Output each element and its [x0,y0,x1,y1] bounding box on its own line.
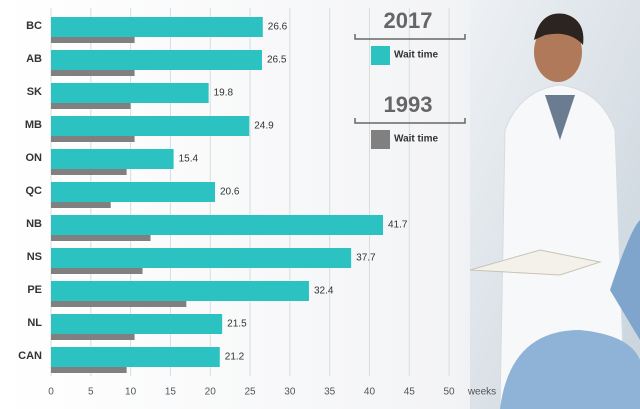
bar [51,136,135,142]
value-label: 37.7 [356,253,376,264]
y-tick-label: SK [27,86,42,98]
legend-label: Wait time [394,134,439,145]
bar [51,334,135,340]
bar [51,116,250,136]
bar [51,37,135,43]
x-axis-label: weeks [467,387,496,398]
value-label: 26.5 [267,55,287,66]
y-tick-label: ON [26,152,43,164]
legend-title: 1993 [384,92,433,117]
bar [51,182,216,202]
bar [51,367,127,373]
value-label: 21.5 [227,319,247,330]
x-tick-label: 0 [48,387,54,398]
bar [51,50,262,70]
bar [51,268,143,274]
bar [51,314,223,334]
bar [51,235,151,241]
bar [51,149,174,169]
value-label: 21.2 [225,352,245,363]
legend-bracket [354,118,466,124]
value-label: 20.6 [220,187,240,198]
x-tick-label: 45 [404,387,416,398]
x-tick-label: 10 [125,387,137,398]
y-tick-label: NS [27,251,42,263]
bar [51,103,131,109]
bar [51,202,111,208]
bar [51,248,352,268]
value-label: 15.4 [179,154,199,165]
value-label: 32.4 [314,286,334,297]
legend-label: Wait time [394,50,439,61]
y-tick-label: QC [26,185,43,197]
legend: 2017 Wait time 1993 Wait time [354,8,466,149]
x-tick-label: 50 [444,387,456,398]
y-tick-label: NL [27,317,42,329]
y-tick-label: NB [26,218,42,230]
x-tick-label: 35 [324,387,336,398]
x-tick-label: 30 [284,387,296,398]
x-tick-label: 25 [244,387,256,398]
value-label: 26.6 [268,22,288,33]
y-tick-label: AB [26,53,42,65]
x-tick-label: 5 [88,387,94,398]
x-tick-label: 20 [205,387,217,398]
bar [51,70,135,76]
plot-area: 0 5 10 15 20 25 30 35 40 45 50 weeks BC 26.6 AB 26.5 SK 1… [18,8,496,398]
y-tick-label: MB [25,119,42,131]
bar [51,301,187,307]
bar [51,347,220,367]
bar [51,281,309,301]
y-tick-label: CAN [18,350,42,362]
legend-bracket [354,34,466,40]
y-tick-label: PE [27,284,42,296]
value-label: 24.9 [254,121,274,132]
bar [51,215,383,235]
photo [469,0,640,409]
value-label: 19.8 [214,88,234,99]
bar [51,17,263,37]
legend-swatch [371,46,390,65]
x-tick-label: 40 [364,387,376,398]
y-tick-label: BC [26,20,42,32]
legend-swatch [371,130,390,149]
x-tick-label: 15 [165,387,177,398]
legend-title: 2017 [384,8,433,33]
bar [51,83,209,103]
value-label: 41.7 [388,220,408,231]
bar [51,169,127,175]
